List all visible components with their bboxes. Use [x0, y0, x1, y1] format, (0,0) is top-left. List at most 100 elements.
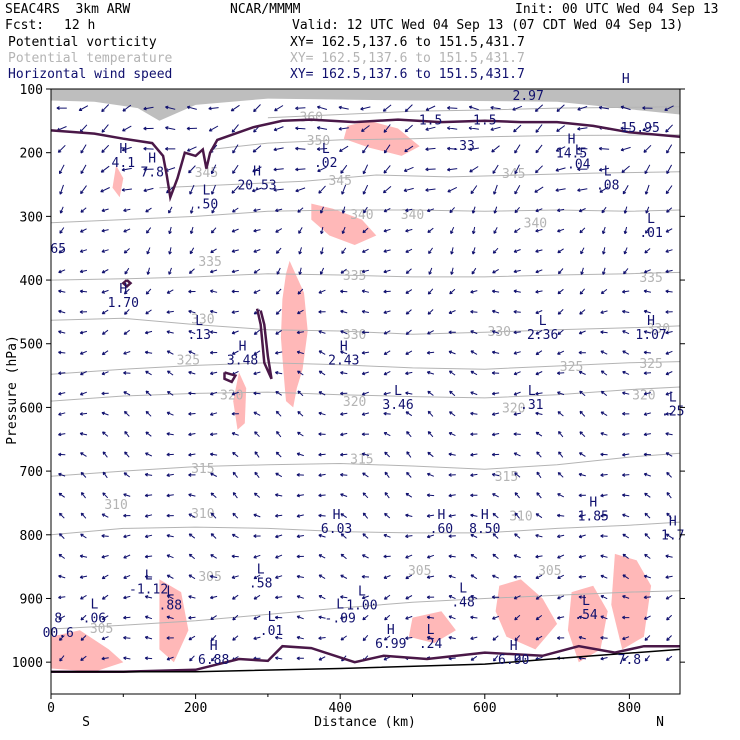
wind-vector-329 — [275, 329, 282, 335]
extremum-letter-21: H — [437, 508, 445, 523]
theta-contour-310 — [51, 521, 680, 536]
wind-vector-27 — [642, 106, 653, 110]
wind-vector-520 — [643, 452, 652, 457]
wind-vector-63 — [165, 146, 176, 151]
extremum-letter-32: L — [90, 597, 98, 612]
theta-label-310-0: 310 — [104, 498, 127, 513]
wind-vector-528 — [188, 473, 196, 477]
wind-vector-490 — [622, 432, 630, 437]
wind-vector-105 — [447, 167, 458, 172]
wind-vector-741 — [405, 615, 413, 620]
wind-vector-580 — [58, 512, 65, 519]
wind-vector-341 — [535, 329, 543, 335]
wind-vector-96 — [252, 166, 262, 173]
wind-vector-195 — [513, 227, 521, 233]
wind-vector-78 — [491, 145, 500, 153]
wind-vector-532 — [275, 472, 283, 478]
x-axis-label: Distance (km) — [314, 715, 416, 730]
wind-vector-706 — [275, 595, 283, 600]
wind-vector-173 — [666, 207, 673, 213]
wind-vector-0 — [56, 106, 67, 110]
extremum-letter-26: L — [257, 562, 265, 577]
wind-vector-598 — [448, 514, 456, 518]
wind-vector-77 — [468, 147, 479, 152]
theta-label-315-2: 315 — [495, 470, 518, 485]
wind-vector-179 — [168, 226, 172, 235]
highlight-region-8 — [495, 579, 558, 650]
wind-vector-577 — [622, 493, 630, 498]
wind-vector-564 — [340, 493, 348, 497]
wind-vector-384 — [209, 371, 218, 376]
wind-vector-590 — [275, 513, 283, 518]
wind-vector-434 — [665, 391, 673, 396]
x-end-label-right: N — [656, 715, 664, 730]
theta-label-310-1: 310 — [191, 507, 214, 522]
theta-label-340-0: 340 — [350, 208, 373, 223]
wind-vector-608 — [666, 512, 672, 519]
wind-vector-16 — [404, 104, 413, 113]
wind-vector-642 — [144, 554, 153, 559]
wind-vector-15 — [382, 104, 392, 112]
wind-vector-729 — [144, 615, 153, 620]
wind-vector-581 — [80, 512, 87, 519]
wind-vector-229 — [623, 247, 628, 255]
wind-vector-739 — [362, 615, 369, 621]
wind-vector-523 — [80, 471, 87, 478]
wind-vector-127 — [295, 187, 306, 193]
wind-vector-152 — [211, 206, 216, 214]
wind-vector-6 — [186, 105, 197, 110]
wind-vector-781 — [644, 635, 651, 641]
wind-vector-492 — [665, 432, 673, 436]
x-end-label-left: S — [82, 715, 90, 730]
wind-vector-574 — [557, 493, 565, 498]
wind-vector-540 — [448, 473, 456, 477]
wind-vector-495 — [102, 451, 108, 458]
wind-vector-647 — [253, 554, 261, 559]
wind-vector-779 — [600, 635, 608, 640]
y-tick-label-600: 600 — [20, 401, 43, 416]
wind-vector-76 — [447, 146, 458, 151]
wind-vector-722 — [622, 595, 630, 599]
theta-label-315-0: 315 — [191, 462, 214, 477]
wind-vector-525 — [123, 472, 130, 478]
wind-vector-775 — [514, 635, 521, 642]
extremum-letter-13: H — [239, 339, 247, 354]
extremum-value-21: .60 — [430, 522, 453, 537]
wind-vector-306 — [405, 309, 412, 315]
wind-vector-559 — [232, 492, 238, 499]
extremum-value-4: .02 — [314, 156, 337, 171]
wind-vector-627 — [448, 534, 456, 539]
wind-vector-252 — [492, 268, 499, 274]
wind-vector-298 — [231, 310, 239, 314]
wind-vector-496 — [124, 451, 130, 458]
wind-vector-424 — [449, 390, 456, 397]
wind-vector-544 — [536, 471, 542, 479]
wind-vector-515 — [536, 451, 542, 458]
theta-label-315-1: 315 — [350, 452, 373, 467]
wind-vector-214 — [298, 247, 302, 255]
wind-vector-200 — [623, 226, 628, 235]
wind-vector-752 — [643, 615, 651, 620]
wind-vector-670 — [123, 574, 131, 579]
wind-vector-57 — [665, 124, 673, 133]
extremum-letter-2: H — [253, 164, 261, 179]
wind-vector-734 — [253, 615, 261, 620]
wind-vector-766 — [318, 636, 326, 640]
extremum-letter-23: H — [589, 496, 597, 511]
wind-vector-416 — [275, 391, 282, 396]
highlight-region-4 — [112, 165, 124, 198]
wind-vector-125 — [251, 187, 262, 193]
wind-vector-117 — [80, 185, 87, 195]
wind-vector-108 — [514, 164, 520, 175]
wind-vector-793 — [274, 656, 283, 660]
wind-vector-743 — [448, 615, 456, 620]
wind-vector-206 — [123, 248, 130, 254]
wind-vector-595 — [384, 512, 391, 519]
wind-vector-132 — [403, 187, 414, 193]
wind-vector-759 — [166, 636, 174, 640]
wind-vector-363 — [383, 350, 391, 355]
wind-vector-610 — [80, 533, 87, 539]
wind-vector-157 — [320, 206, 324, 214]
extremum-value-3: .50 — [195, 197, 218, 212]
wind-vector-534 — [318, 473, 326, 477]
